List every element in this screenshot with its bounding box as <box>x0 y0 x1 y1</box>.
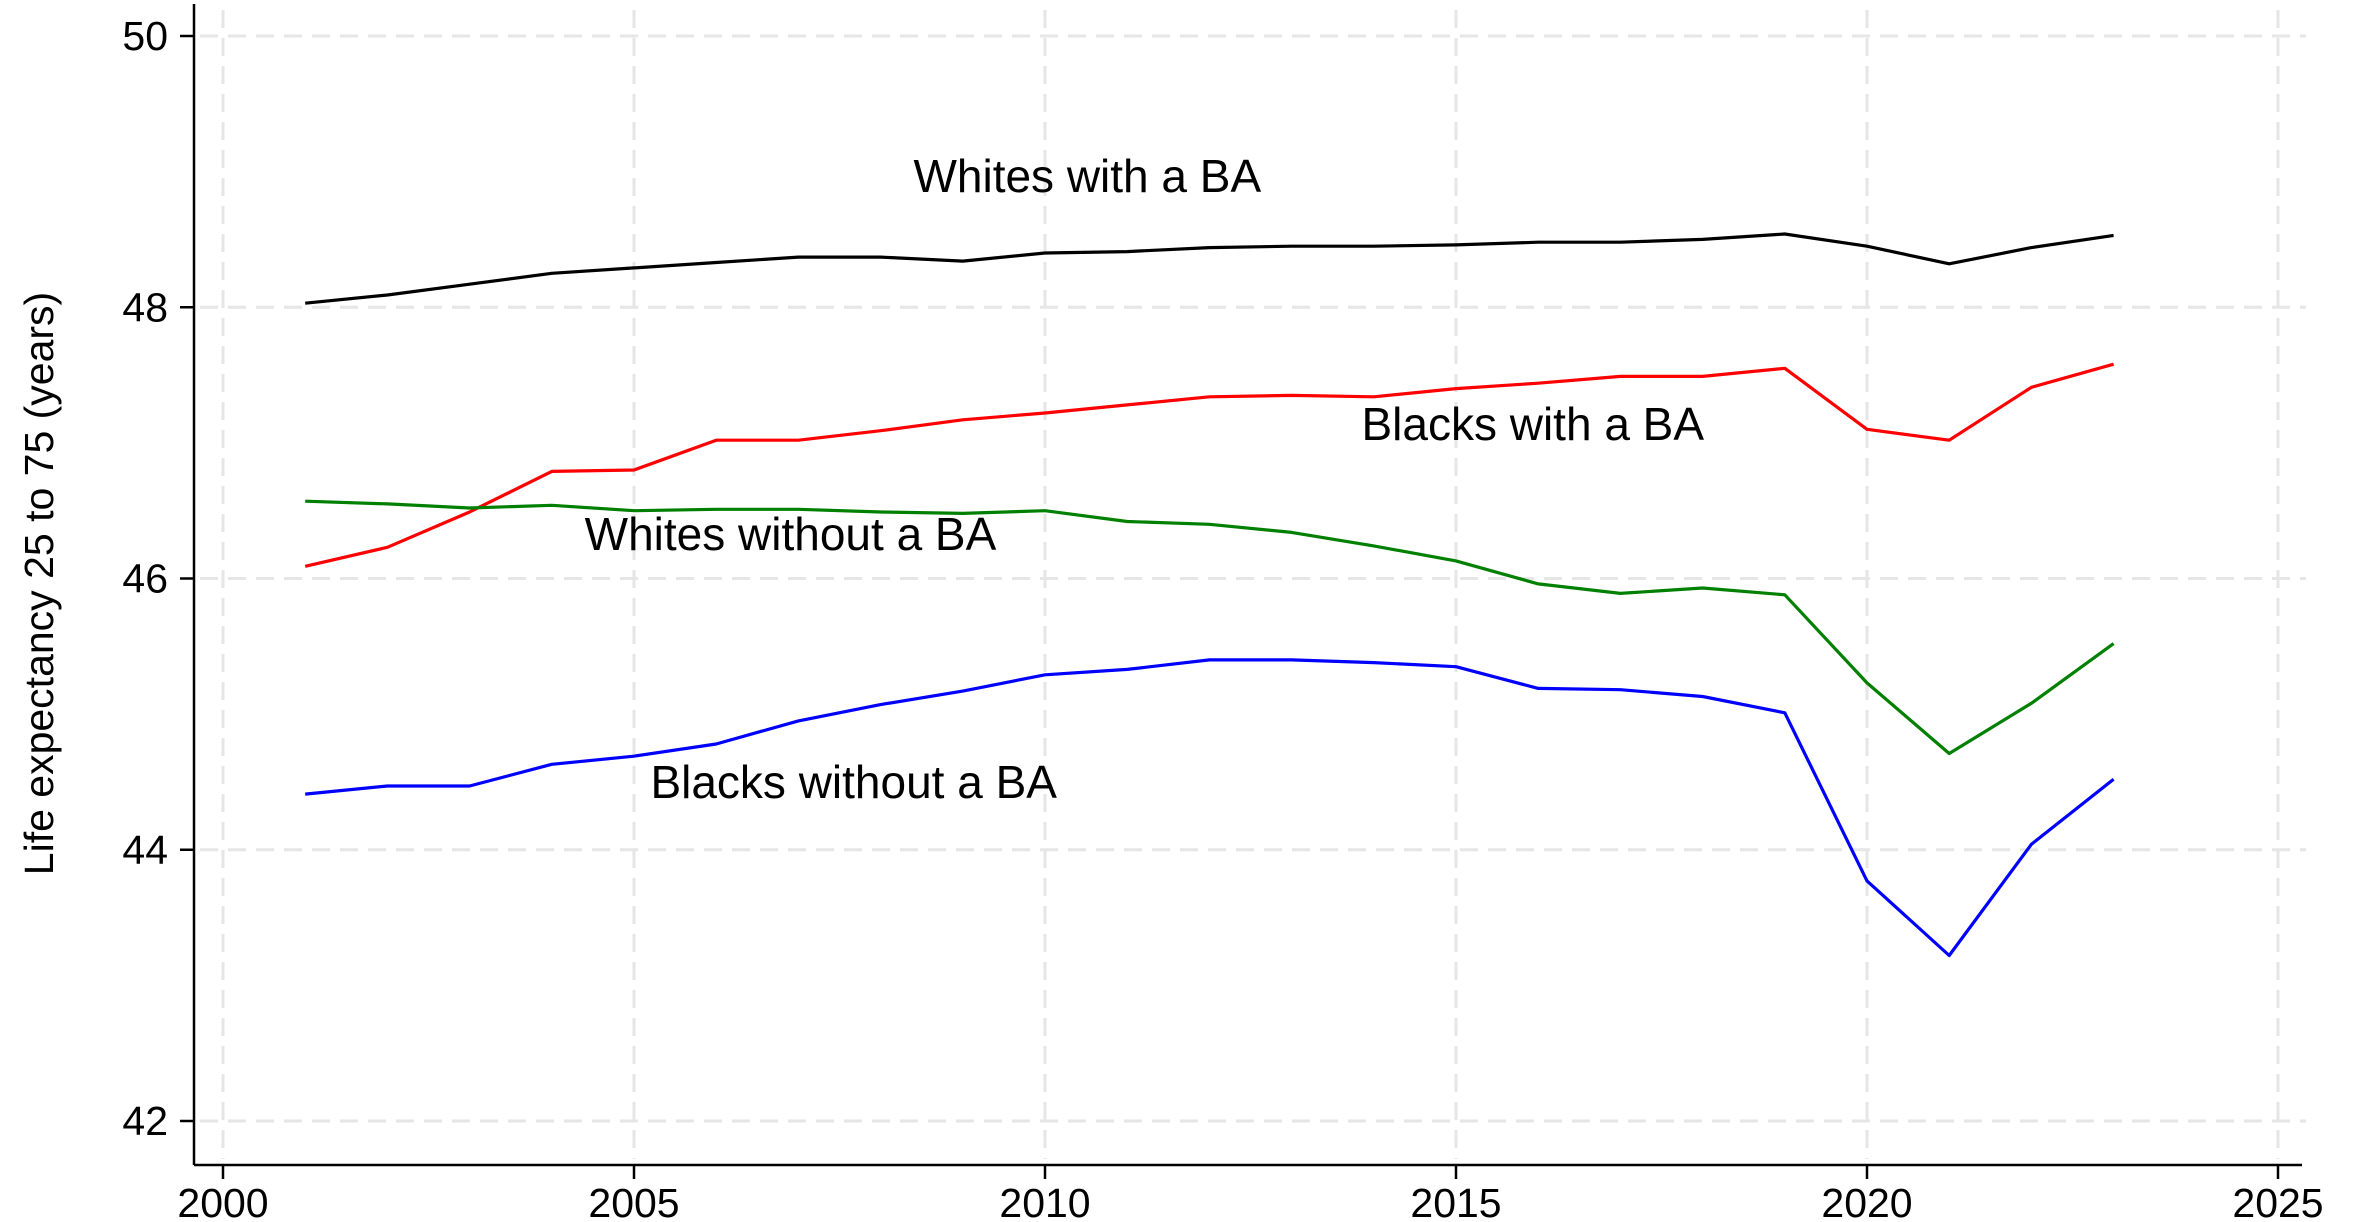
series-line-3 <box>305 499 2115 756</box>
series-annotation-4: Blacks without a BA <box>650 756 1057 808</box>
y-tick-label: 50 <box>122 13 168 59</box>
gridlines <box>200 10 2306 1159</box>
series-annotation-2: Blacks with a BA <box>1361 398 1704 450</box>
series-line-4 <box>305 658 2115 958</box>
y-tick-label: 48 <box>122 284 168 330</box>
y-axis-title: Life expectancy 25 to 75 (years) <box>16 292 62 875</box>
y-tick-label: 44 <box>122 827 168 873</box>
series-annotation-3: Whites without a BA <box>585 508 997 560</box>
series-line-2 <box>304 362 2115 568</box>
plot-area <box>194 0 2330 1165</box>
x-tick-label: 2005 <box>588 1180 679 1222</box>
series-annotation-1: Whites with a BA <box>913 150 1261 202</box>
x-tick-label: 2000 <box>177 1180 268 1222</box>
x-tick-label: 2010 <box>999 1180 1090 1222</box>
series-line-1 <box>305 232 2114 305</box>
x-tick-label: 2020 <box>1821 1180 1912 1222</box>
y-tick-label: 46 <box>122 556 168 602</box>
x-tick-label: 2025 <box>2232 1180 2323 1222</box>
y-tick-label: 42 <box>122 1098 168 1144</box>
x-tick-label: 2015 <box>1410 1180 1501 1222</box>
series-lines <box>304 232 2115 958</box>
series-labels: Whites with a BA Blacks with a BA Whites w… <box>585 150 1705 808</box>
axes: 42 44 46 48 50 2000 2005 2010 2015 2020 2025 Life e… <box>16 4 2324 1222</box>
